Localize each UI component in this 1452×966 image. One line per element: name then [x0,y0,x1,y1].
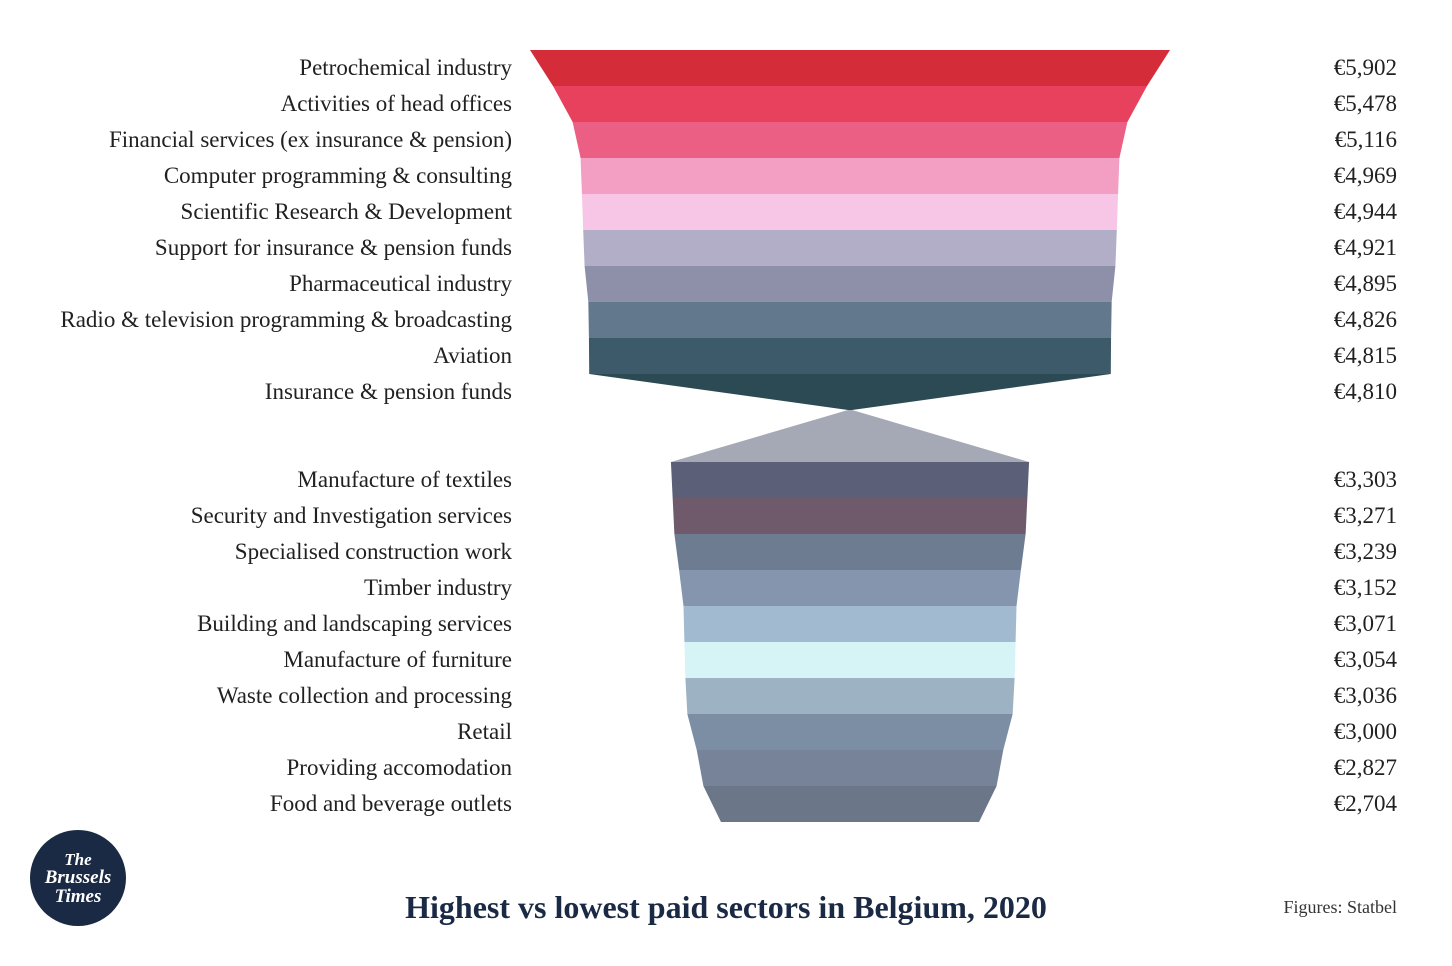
logo-line-3: Times [55,887,102,906]
sector-value: €5,116 [1335,127,1397,153]
sector-value: €2,827 [1334,755,1397,781]
sector-label: Security and Investigation services [0,503,530,529]
funnel-row: Radio & television programming & broadca… [0,302,1452,338]
sector-label: Timber industry [0,575,530,601]
sector-value: €5,478 [1334,91,1397,117]
funnel-row: Insurance & pension funds €4,810 [0,374,1452,410]
sector-value: €4,815 [1334,343,1397,369]
sector-value: €3,152 [1334,575,1397,601]
sector-label: Insurance & pension funds [0,379,530,405]
sector-value: €4,944 [1334,199,1397,225]
funnel-row: Providing accomodation €2,827 [0,750,1452,786]
sector-value: €3,000 [1334,719,1397,745]
funnel-row: Support for insurance & pension funds €4,… [0,230,1452,266]
funnel-row: Pharmaceutical industry €4,895 [0,266,1452,302]
sector-label: Food and beverage outlets [0,791,530,817]
sector-value: €5,902 [1334,55,1397,81]
sector-value: €4,826 [1334,307,1397,333]
funnel-row: Scientific Research & Development €4,944 [0,194,1452,230]
group-gap [0,410,1452,462]
sector-value: €3,303 [1334,467,1397,493]
sector-label: Aviation [0,343,530,369]
sector-label: Specialised construction work [0,539,530,565]
sector-value: €3,036 [1334,683,1397,709]
funnel-row: Computer programming & consulting €4,969 [0,158,1452,194]
sector-label: Support for insurance & pension funds [0,235,530,261]
sector-label: Scientific Research & Development [0,199,530,225]
chart-source: Figures: Statbel [1284,897,1398,918]
sector-label: Manufacture of textiles [0,467,530,493]
funnel-row: Timber industry €3,152 [0,570,1452,606]
sector-label: Pharmaceutical industry [0,271,530,297]
funnel-row: Retail €3,000 [0,714,1452,750]
sector-label: Waste collection and processing [0,683,530,709]
sector-value: €3,239 [1334,539,1397,565]
sector-value: €3,054 [1334,647,1397,673]
sector-value: €4,969 [1334,163,1397,189]
funnel-row: Financial services (ex insurance & pensi… [0,122,1452,158]
sector-value: €4,895 [1334,271,1397,297]
sector-label: Building and landscaping services [0,611,530,637]
logo-line-2: Brussels [45,868,112,887]
sector-value: €3,071 [1334,611,1397,637]
funnel-row: Building and landscaping services €3,071 [0,606,1452,642]
funnel-chart: Petrochemical industry €5,902 Activities o… [0,50,1452,822]
publisher-logo: The Brussels Times [30,830,126,926]
sector-label: Retail [0,719,530,745]
sector-label: Financial services (ex insurance & pensi… [0,127,530,153]
sector-label: Radio & television programming & broadca… [0,307,530,333]
funnel-row: Manufacture of textiles €3,303 [0,462,1452,498]
sector-value: €2,704 [1334,791,1397,817]
funnel-row: Food and beverage outlets €2,704 [0,786,1452,822]
funnel-row: Security and Investigation services €3,27… [0,498,1452,534]
funnel-row: Manufacture of furniture €3,054 [0,642,1452,678]
sector-value: €4,921 [1334,235,1397,261]
sector-value: €4,810 [1334,379,1397,405]
funnel-row: Petrochemical industry €5,902 [0,50,1452,86]
logo-line-1: The [64,851,91,868]
sector-value: €3,271 [1334,503,1397,529]
sector-label: Manufacture of furniture [0,647,530,673]
sector-label: Activities of head offices [0,91,530,117]
sector-label: Computer programming & consulting [0,163,530,189]
sector-label: Petrochemical industry [0,55,530,81]
funnel-row: Activities of head offices €5,478 [0,86,1452,122]
funnel-row: Waste collection and processing €3,036 [0,678,1452,714]
funnel-row: Aviation €4,815 [0,338,1452,374]
funnel-row: Specialised construction work €3,239 [0,534,1452,570]
chart-title: Highest vs lowest paid sectors in Belgiu… [0,889,1452,926]
sector-label: Providing accomodation [0,755,530,781]
